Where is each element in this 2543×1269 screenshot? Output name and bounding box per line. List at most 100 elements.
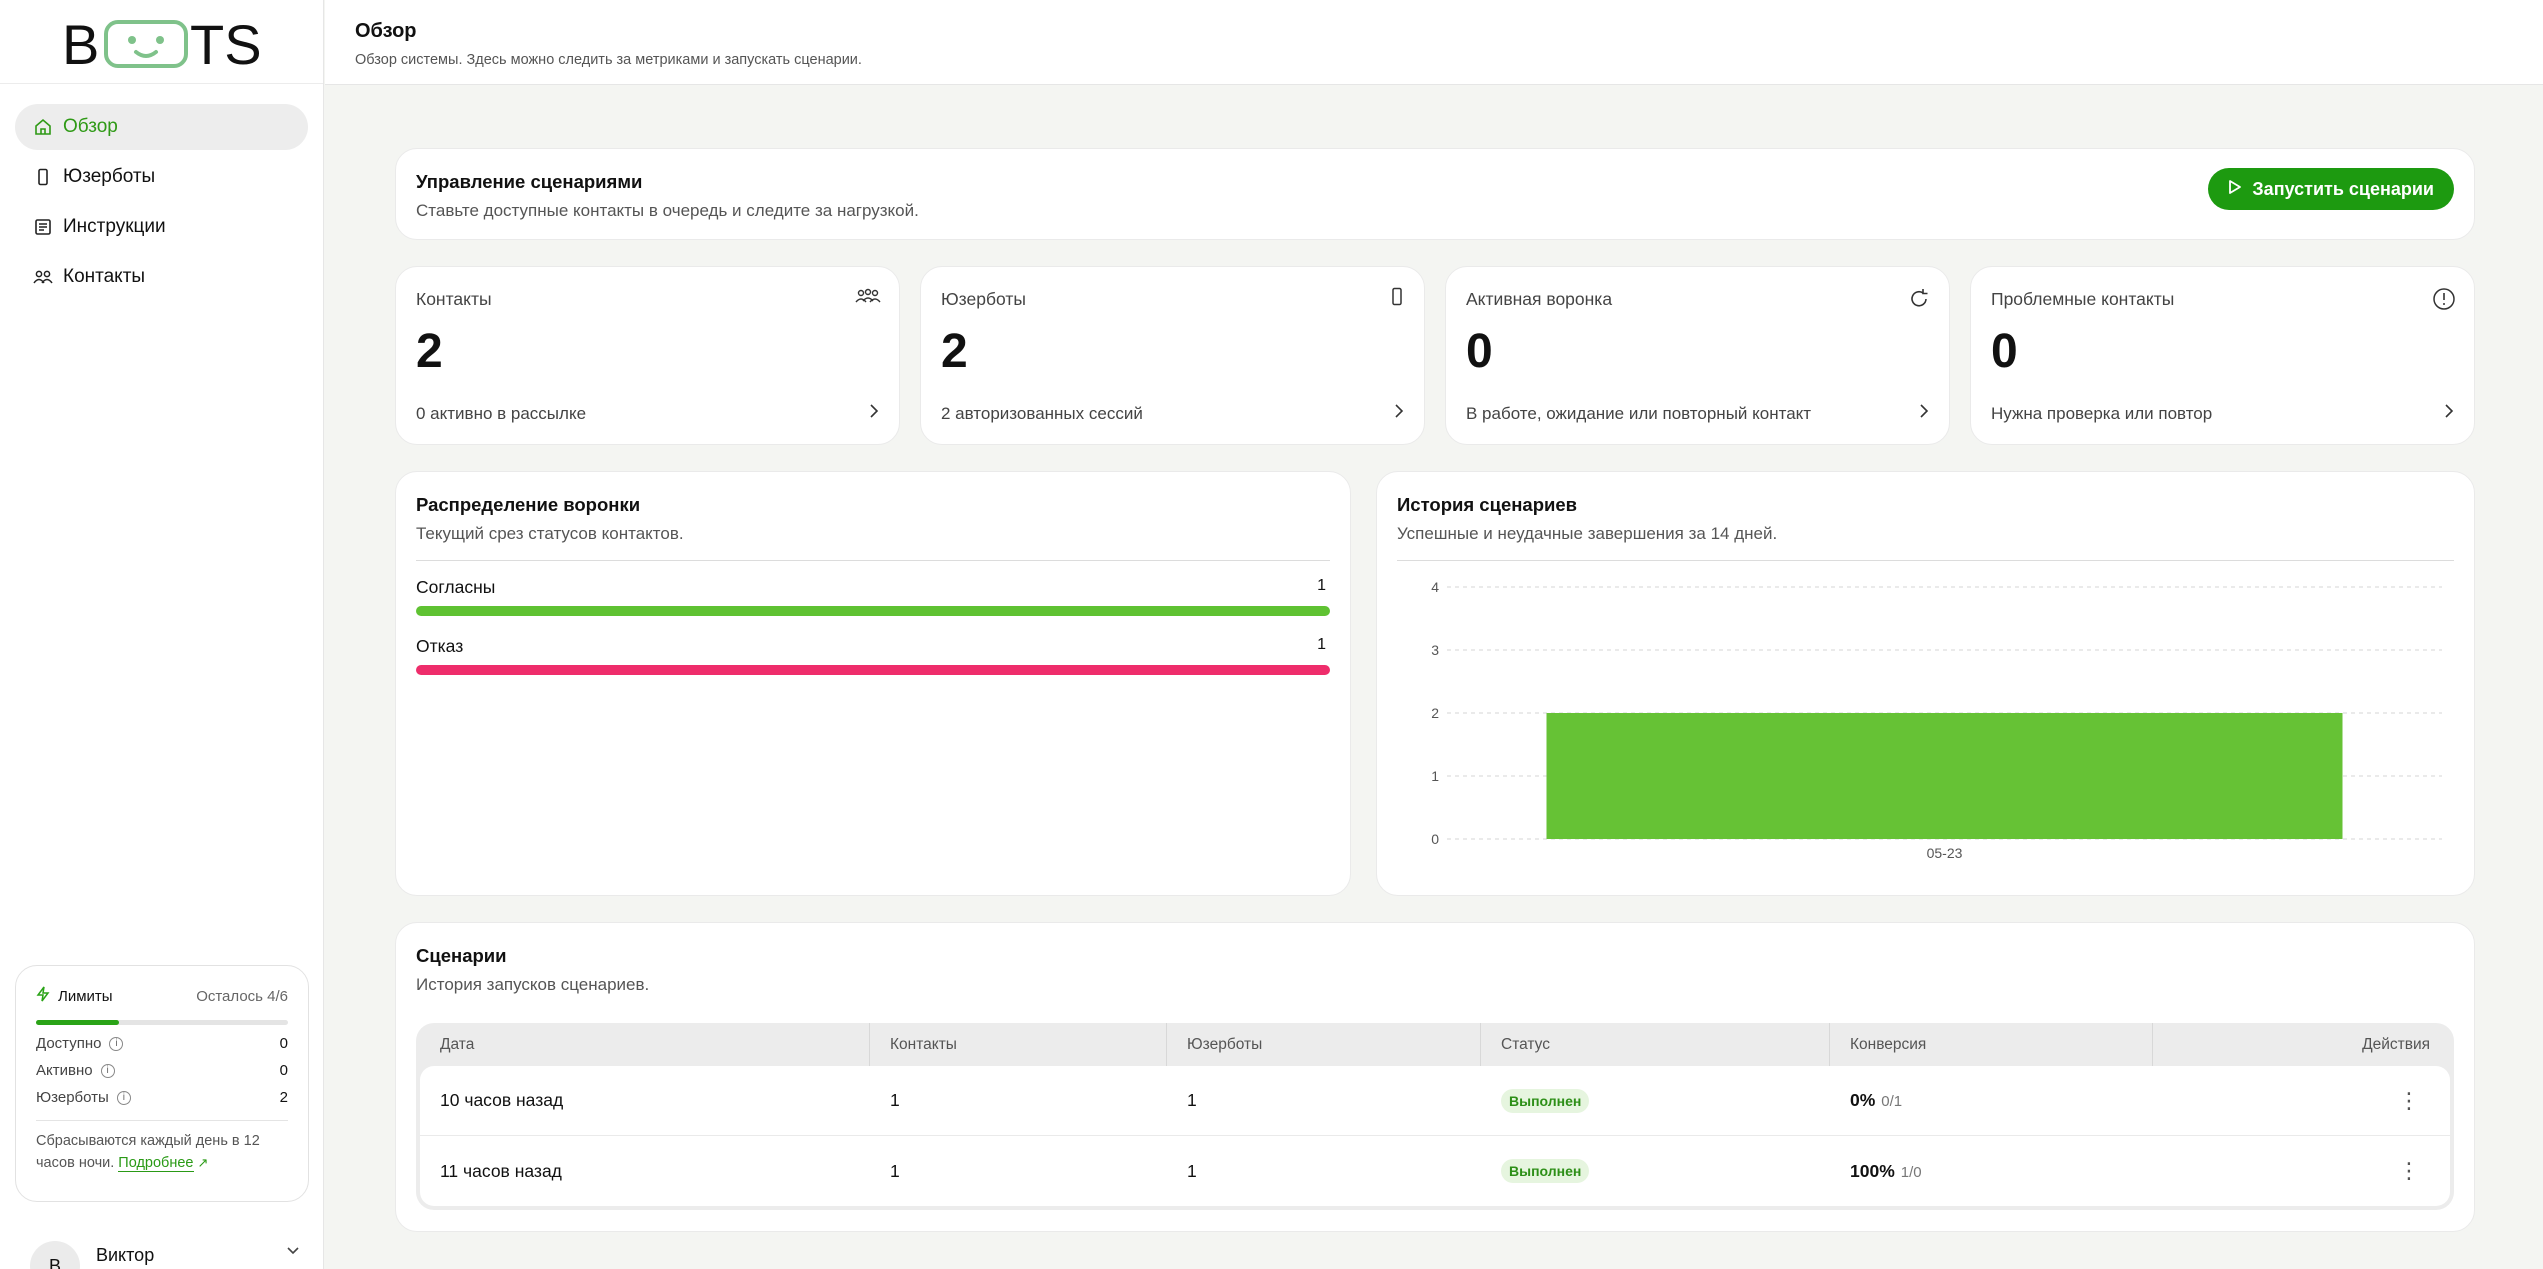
chart-bar[interactable] xyxy=(1546,713,2343,839)
phone-icon xyxy=(33,167,53,187)
column-header-userbots[interactable]: Юзерботы xyxy=(1167,1023,1481,1066)
limits-row-active: Активно i 0 xyxy=(36,1062,288,1079)
column-header-date[interactable]: Дата xyxy=(420,1023,870,1066)
run-scenarios-label: Запустить сценарии xyxy=(2252,178,2434,199)
stat-card-active-funnel[interactable]: Активная воронка 0 В работе, ожидание ил… xyxy=(1445,266,1950,445)
limits-note: Сбрасываются каждый день в 12 часов ночи… xyxy=(36,1120,288,1174)
chevron-down-icon[interactable] xyxy=(286,1243,300,1261)
stat-card-contacts[interactable]: Контакты 2 0 активно в рассылке xyxy=(395,266,900,445)
sidebar-item-instructions[interactable]: Инструкции xyxy=(15,204,308,250)
people-icon xyxy=(33,267,53,287)
table-row[interactable]: 11 часов назад 1 1 Выполнен 100% 1/0 ⋮ xyxy=(420,1136,2450,1206)
document-icon xyxy=(33,217,53,237)
sidebar: B TS Обзор Юзерботы Инструкции xyxy=(0,0,324,1269)
stat-value: 2 xyxy=(941,325,968,378)
more-actions-icon[interactable]: ⋮ xyxy=(2398,1158,2420,1183)
cell-contacts: 1 xyxy=(890,1090,900,1110)
card-title: Сценарии xyxy=(416,945,507,966)
limits-note-text: Сбрасываются каждый день в 12 часов ночи… xyxy=(36,1133,260,1171)
cell-conversion-detail: 1/0 xyxy=(1900,1163,1922,1181)
card-title: История сценариев xyxy=(1397,494,1578,515)
info-icon[interactable]: i xyxy=(109,1036,124,1051)
cell-contacts: 1 xyxy=(890,1160,900,1181)
sidebar-item-userbots[interactable]: Юзерботы xyxy=(15,154,308,200)
limits-row-label: Юзерботы xyxy=(36,1089,109,1106)
page-title: Обзор xyxy=(355,20,417,42)
chevron-right-icon[interactable] xyxy=(1919,403,1929,424)
info-icon[interactable]: i xyxy=(100,1063,115,1078)
limits-remaining: Осталось 4/6 xyxy=(196,987,288,1005)
sidebar-item-label: Контакты xyxy=(63,266,146,287)
alert-icon xyxy=(2432,287,2456,316)
limits-row-label: Доступно xyxy=(36,1035,102,1052)
y-tick-label: 0 xyxy=(1431,831,1439,847)
cell-userbots: 1 xyxy=(1187,1090,1197,1110)
chevron-right-icon[interactable] xyxy=(1394,403,1404,424)
user-name: Виктор xyxy=(96,1244,155,1265)
limits-row-value: 0 xyxy=(279,1035,288,1052)
stat-label: Проблемные контакты xyxy=(1991,289,2175,309)
logo[interactable]: B TS xyxy=(0,0,323,84)
funnel-distribution-card: Распределение воронки Текущий срез стату… xyxy=(395,471,1351,896)
status-badge: Выполнен xyxy=(1501,1088,1590,1113)
limits-panel: Лимиты Осталось 4/6 Доступно i 0 Активно i… xyxy=(15,965,309,1202)
scenarios-table: Дата Контакты Юзерботы Статус Конверсия … xyxy=(416,1023,2454,1210)
stat-label: Активная воронка xyxy=(1466,289,1613,309)
chevron-right-icon[interactable] xyxy=(869,403,879,424)
stat-footer: 0 активно в рассылке xyxy=(416,403,587,423)
cell-date: 11 часов назад xyxy=(440,1160,562,1181)
funnel-row-count: 1 xyxy=(1317,577,1326,594)
y-tick-label: 2 xyxy=(1431,705,1439,721)
card-subtitle: История запусков сценариев. xyxy=(416,975,650,994)
cell-conversion: 100% xyxy=(1850,1160,1895,1181)
limits-progress-fill xyxy=(36,1020,120,1025)
limits-row-userbots: Юзерботы i 2 xyxy=(36,1089,288,1106)
funnel-row-count: 1 xyxy=(1317,636,1326,653)
info-icon[interactable]: i xyxy=(116,1090,131,1105)
boots-logo: B TS xyxy=(62,14,262,70)
divider xyxy=(1397,560,2454,561)
sidebar-item-contacts[interactable]: Контакты xyxy=(15,254,308,300)
scenario-history-card: История сценариев Успешные и неудачные з… xyxy=(1376,471,2475,896)
stat-value: 0 xyxy=(1991,325,2018,378)
status-badge: Выполнен xyxy=(1501,1159,1590,1183)
stat-card-userbots[interactable]: Юзерботы 2 2 авторизованных сессий xyxy=(920,266,1425,445)
user-menu[interactable]: В Виктор xyxy=(30,1233,300,1269)
divider xyxy=(416,560,1330,561)
x-tick-label: 05-23 xyxy=(1927,845,1963,861)
sidebar-nav: Обзор Юзерботы Инструкции Контакты xyxy=(0,84,323,300)
limits-more-link-label: Подробнее xyxy=(118,1155,194,1171)
limits-more-link[interactable]: Подробнее xyxy=(118,1155,194,1172)
y-tick-label: 1 xyxy=(1431,768,1439,784)
lightning-icon xyxy=(36,986,50,1006)
svg-text:B: B xyxy=(62,14,99,70)
card-subtitle: Успешные и неудачные завершения за 14 дн… xyxy=(1397,524,1778,543)
external-link-icon: ↗ xyxy=(197,1155,209,1170)
svg-text:TS: TS xyxy=(190,14,262,70)
run-scenarios-button[interactable]: Запустить сценарии xyxy=(2208,168,2454,210)
card-title: Распределение воронки xyxy=(416,494,641,515)
y-tick-label: 4 xyxy=(1431,579,1439,595)
chevron-right-icon[interactable] xyxy=(2444,403,2454,424)
funnel-row-refused: Отказ 1 xyxy=(416,636,1330,675)
column-header-contacts[interactable]: Контакты xyxy=(870,1023,1167,1066)
sidebar-item-overview[interactable]: Обзор xyxy=(15,104,308,150)
card-subtitle: Текущий срез статусов контактов. xyxy=(416,524,684,543)
stat-card-problem-contacts[interactable]: Проблемные контакты 0 Нужна проверка или… xyxy=(1970,266,2475,445)
funnel-row-agreed: Согласны 1 xyxy=(416,577,1330,616)
phone-icon xyxy=(1388,287,1406,312)
column-header-status[interactable]: Статус xyxy=(1481,1023,1830,1066)
column-header-conversion[interactable]: Конверсия xyxy=(1830,1023,2153,1066)
sidebar-item-label: Юзерботы xyxy=(63,166,156,187)
table-row[interactable]: 10 часов назад 1 1 Выполнен 0% 0/1 ⋮ xyxy=(420,1066,2450,1136)
home-icon xyxy=(33,117,53,137)
page-header: Обзор Обзор системы. Здесь можно следить… xyxy=(325,0,2543,85)
y-tick-label: 3 xyxy=(1431,642,1439,658)
more-actions-icon[interactable]: ⋮ xyxy=(2398,1087,2420,1113)
funnel-row-bar xyxy=(416,606,1330,616)
avatar: В xyxy=(30,1241,80,1269)
stat-footer: 2 авторизованных сессий xyxy=(941,403,1143,423)
sidebar-item-label: Инструкции xyxy=(63,216,166,237)
stat-value: 2 xyxy=(416,325,443,378)
cell-date: 10 часов назад xyxy=(440,1090,564,1110)
